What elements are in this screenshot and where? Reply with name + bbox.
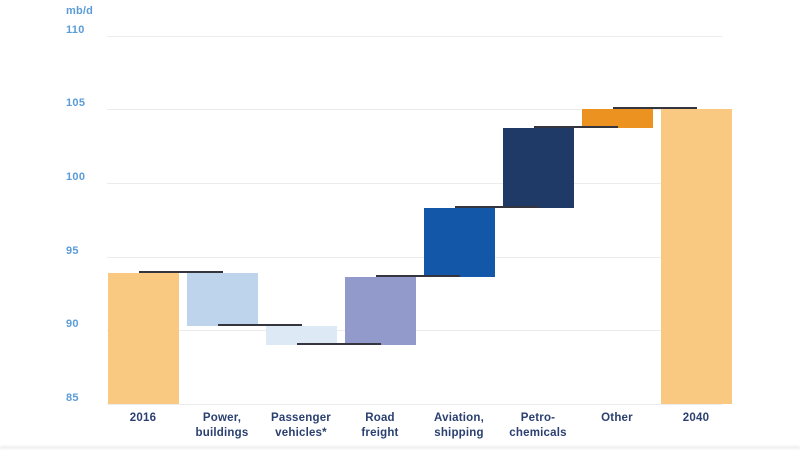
x-axis-label: 2016	[95, 411, 191, 426]
bar-aviation-shipping	[423, 208, 495, 278]
x-axis-label-line: 2016	[129, 412, 157, 424]
bar-passenger-vehicles-	[265, 325, 337, 346]
y-tick-label: 100	[66, 170, 86, 183]
step-connector	[139, 270, 223, 273]
x-axis-label-line: vehicles*	[275, 427, 327, 439]
x-axis-label: Aviation, shipping	[411, 411, 507, 441]
gridline-105	[107, 109, 722, 111]
gridline-110	[107, 35, 722, 37]
x-axis-label-line: Passenger	[271, 412, 331, 424]
bar-petro-chemicals	[502, 128, 574, 208]
step-connector	[218, 323, 302, 326]
gridline-100	[107, 182, 722, 184]
x-axis-label: Road freight	[332, 411, 428, 441]
step-connector	[455, 206, 539, 208]
x-axis-label-line: Aviation,	[434, 412, 484, 424]
x-axis-label: Power, buildings	[174, 411, 270, 441]
bar-power-buildings	[186, 272, 258, 326]
x-axis-label-line: chemicals	[509, 427, 567, 439]
x-axis-label-line: buildings	[195, 427, 249, 439]
x-axis-label-line: Petro-	[520, 412, 556, 424]
y-axis-unit-label: mb/d	[66, 5, 94, 17]
x-axis-label: Passenger vehicles*	[253, 411, 349, 441]
y-tick-label: 85	[66, 392, 79, 404]
bar-2040	[660, 109, 732, 404]
x-axis-label: Petro-chemicals	[490, 411, 586, 441]
step-connector	[534, 126, 618, 129]
x-axis-label-line: freight	[361, 427, 399, 439]
x-axis-label-line: Road	[365, 412, 395, 424]
cropped-text-edge	[0, 446, 800, 449]
step-connector	[376, 275, 460, 278]
y-tick-label: 110	[66, 23, 85, 36]
y-tick-label: 90	[66, 318, 79, 331]
x-axis-label: Other	[569, 411, 665, 426]
x-axis-label-line: Other	[601, 412, 633, 424]
step-connector	[613, 107, 697, 110]
y-tick-label: 105	[66, 97, 86, 110]
x-axis-label-line: Power,	[202, 412, 242, 424]
y-tick-label: 95	[66, 244, 79, 257]
x-axis-label-line: shipping	[434, 427, 484, 439]
bar-road-freight	[344, 277, 416, 345]
bar-other	[581, 109, 653, 129]
step-connector	[297, 343, 381, 345]
bar-2016	[107, 272, 179, 404]
gridline-85	[107, 404, 722, 405]
x-axis-label: 2040	[648, 411, 744, 426]
gridline-95	[107, 256, 722, 258]
x-axis-label-line: 2040	[682, 412, 710, 424]
